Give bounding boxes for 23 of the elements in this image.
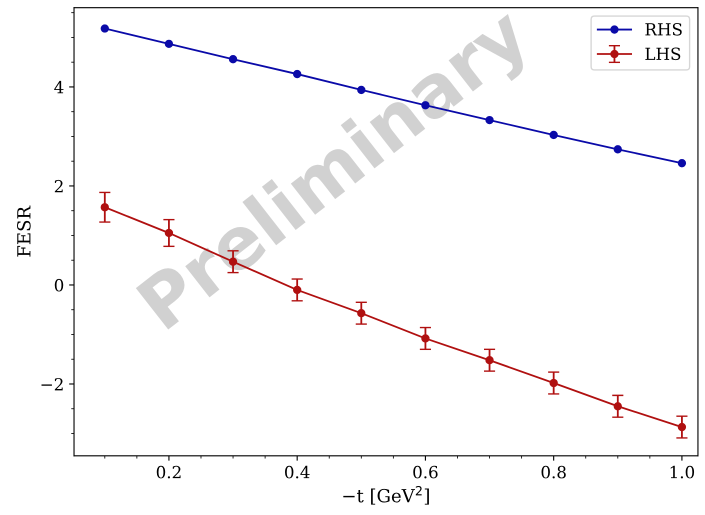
point [485, 356, 494, 364]
x-axis-title: −t [GeV$^{2}$] [343, 486, 429, 505]
point [100, 24, 109, 33]
x-tick-label: 0.6 [413, 466, 438, 478]
y-tick-label: 2 [54, 180, 63, 192]
legend-label: RHS [645, 23, 682, 36]
point [100, 203, 109, 212]
point [614, 402, 622, 410]
point [614, 145, 622, 154]
y-tick-label: 4 [54, 80, 64, 94]
point [678, 159, 686, 168]
y-tick-label: −2 [42, 378, 63, 390]
legend-label: LHS [645, 47, 680, 60]
point [550, 130, 558, 140]
y-axis-title: FESR [17, 205, 31, 257]
point [550, 378, 558, 388]
x-tick-label: 1.0 [670, 466, 694, 478]
y-tick-label: 0 [54, 278, 64, 292]
x-tick-label: 0.8 [542, 466, 566, 478]
x-tick-label: 0.2 [156, 466, 181, 478]
x-tick-label: 0.4 [285, 466, 310, 478]
point [678, 422, 686, 432]
point [421, 334, 430, 343]
